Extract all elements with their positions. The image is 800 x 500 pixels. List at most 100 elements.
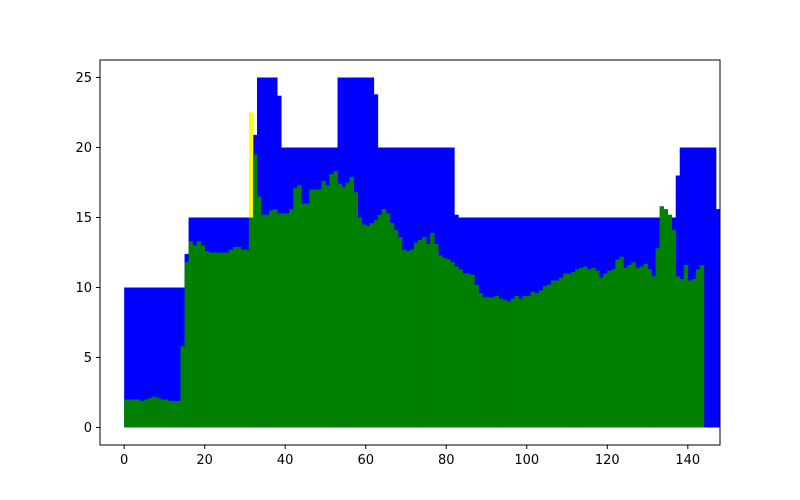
bar-s2-112 — [575, 269, 580, 428]
bar-s2-63 — [377, 214, 383, 428]
bar-s2-55 — [345, 182, 350, 428]
bar-s2-28 — [236, 246, 242, 428]
bar-s2-70 — [405, 251, 411, 428]
bar-s2-109 — [562, 273, 568, 428]
x-tick-label-40: 40 — [277, 453, 294, 468]
bar-s2-137 — [675, 276, 681, 428]
bar-s2-25 — [224, 252, 230, 428]
bar-s2-45 — [305, 203, 310, 428]
bar-s2-130 — [647, 269, 652, 428]
bar-s2-116 — [591, 267, 596, 428]
bar-s2-9 — [160, 399, 165, 428]
bar-s2-85 — [466, 273, 471, 428]
y-tick-label-10: 10 — [75, 281, 92, 296]
bar-s2-126 — [631, 262, 636, 428]
bar-s2-11 — [168, 400, 173, 428]
bar-s2-111 — [571, 272, 576, 428]
bar-s2-17 — [192, 245, 197, 428]
bar-s0-7 — [152, 287, 157, 428]
bars-layer — [124, 77, 721, 428]
bar-s2-14 — [180, 346, 185, 428]
bar-s0-13 — [176, 287, 181, 428]
bar-s2-124 — [623, 267, 628, 428]
bar-s2-73 — [418, 239, 423, 428]
bar-s2-104 — [542, 286, 548, 428]
bar-s0-147 — [715, 209, 721, 428]
bar-s2-18 — [196, 241, 201, 428]
bar-s0-2 — [132, 287, 137, 428]
bar-s2-123 — [619, 256, 624, 428]
bar-s2-86 — [470, 274, 475, 428]
bar-s2-138 — [679, 279, 685, 428]
bar-s0-10 — [164, 287, 169, 428]
bar-s2-90 — [486, 297, 491, 428]
bar-s2-29 — [240, 249, 246, 428]
bar-s0-145 — [707, 147, 713, 428]
bar-s2-66 — [389, 223, 395, 428]
bar-s0-8 — [156, 287, 161, 428]
bar-s2-24 — [220, 252, 226, 428]
bar-s2-93 — [498, 298, 503, 428]
bar-s2-84 — [462, 273, 467, 428]
bar-s2-122 — [615, 259, 620, 428]
bar-s2-96 — [510, 298, 516, 428]
bar-s2-58 — [357, 217, 363, 428]
bar-s2-62 — [373, 220, 379, 428]
bar-s0-4 — [140, 287, 145, 428]
bar-s2-94 — [502, 300, 507, 428]
bar-s2-41 — [289, 209, 294, 428]
y-tick-label-0: 0 — [84, 421, 92, 436]
bar-s2-12 — [172, 400, 177, 428]
bar-s2-106 — [550, 280, 556, 428]
bar-s2-82 — [454, 266, 459, 428]
bar-s2-119 — [603, 273, 608, 428]
bar-s2-68 — [397, 237, 403, 428]
x-tick-label-0: 0 — [120, 453, 128, 468]
bar-s2-121 — [611, 269, 616, 428]
x-tick-label-80: 80 — [438, 453, 455, 468]
bar-s2-39 — [281, 213, 286, 428]
bar-s2-13 — [176, 400, 181, 428]
bar-s2-74 — [422, 237, 427, 428]
bar-s2-88 — [478, 293, 483, 428]
bar-s2-67 — [393, 230, 399, 428]
bar-s2-3 — [136, 399, 141, 428]
bar-s0-5 — [144, 287, 149, 428]
axes-layer: 0 20 40 60 80 100 120 140 0 5 10 15 20 25 — [75, 71, 700, 468]
bar-s2-120 — [607, 270, 612, 428]
bar-s2-46 — [309, 189, 314, 428]
bar-s2-48 — [317, 189, 322, 428]
bar-s2-136 — [671, 230, 677, 428]
bar-s0-6 — [148, 287, 153, 428]
bar-s2-78 — [438, 255, 443, 428]
bar-s2-4 — [140, 400, 145, 428]
bar-s2-15 — [184, 262, 189, 428]
bar-s2-60 — [365, 225, 371, 428]
bar-s2-56 — [349, 176, 354, 428]
bar-s2-107 — [554, 280, 560, 428]
bar-s0-146 — [711, 147, 717, 428]
bar-s2-140 — [687, 280, 693, 428]
bar-s2-16 — [188, 241, 193, 428]
bar-s2-131 — [651, 276, 656, 428]
bar-s2-80 — [446, 259, 451, 428]
x-tick-label-140: 140 — [675, 453, 700, 468]
bar-s2-92 — [494, 295, 499, 428]
bar-s2-142 — [695, 269, 701, 428]
bar-s2-71 — [410, 249, 415, 428]
bar-s2-141 — [691, 279, 697, 428]
bar-s2-10 — [164, 399, 169, 428]
bar-s2-99 — [522, 295, 528, 428]
bar-s2-100 — [526, 295, 532, 428]
bar-s2-69 — [401, 249, 407, 428]
bar-s2-8 — [156, 398, 161, 428]
bar-s2-113 — [579, 267, 584, 428]
bar-s2-132 — [655, 248, 660, 428]
bar-s2-50 — [325, 185, 330, 428]
bar-s2-118 — [599, 277, 604, 428]
bar-s2-127 — [635, 267, 640, 428]
bar-s2-61 — [369, 223, 375, 428]
bar-s2-47 — [313, 189, 318, 428]
bar-s2-7 — [152, 396, 157, 428]
